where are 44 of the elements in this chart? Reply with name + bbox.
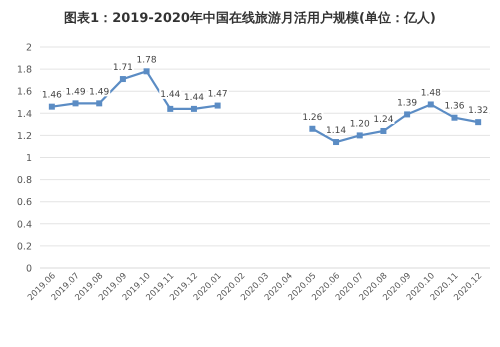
data-label: 1.44	[160, 90, 181, 100]
point	[380, 128, 386, 134]
y-tick-label: 2	[26, 42, 32, 54]
point	[309, 126, 316, 132]
data-label: 1.48	[420, 88, 442, 98]
point	[72, 100, 79, 106]
point	[404, 111, 410, 118]
y-tick-label: 0.8	[16, 175, 32, 186]
y-tick-label: 0.2	[16, 241, 32, 252]
y-tick-label: 0.4	[16, 219, 32, 230]
point	[48, 104, 55, 110]
y-tick-label: 0	[26, 264, 32, 274]
data-label: 1.47	[208, 90, 228, 100]
data-label: 1.71	[112, 63, 133, 74]
data-label: 1.46	[42, 90, 62, 101]
point	[333, 139, 340, 146]
y-tick-label: 1	[26, 153, 32, 164]
y-tick-label: 1.4	[16, 108, 32, 120]
point	[96, 100, 102, 106]
y-tick-label: 1.8	[16, 64, 32, 76]
data-label: 1.49	[66, 87, 86, 98]
data-label: 1.49	[89, 87, 110, 98]
data-label: 1.44	[184, 92, 204, 103]
data-label: 1.78	[136, 55, 157, 66]
y-tick-label: 1.6	[16, 86, 32, 98]
chart-title: 图表1：2019-2020年中国在线旅游月活用户规模(单位：亿人)	[64, 10, 436, 26]
data-label: 1.14	[326, 126, 346, 136]
point	[428, 101, 434, 108]
data-label: 1.20	[350, 119, 370, 130]
point	[475, 119, 482, 126]
point	[214, 102, 221, 109]
data-label: 1.24	[373, 114, 394, 125]
point	[451, 114, 458, 121]
point	[356, 132, 363, 138]
point	[190, 106, 197, 112]
point	[167, 106, 174, 112]
point	[120, 76, 126, 82]
data-label: 1.36	[444, 102, 465, 112]
y-tick-label: 0.6	[16, 197, 32, 208]
data-label: 1.26	[302, 112, 323, 123]
y-tick-label: 1.2	[16, 130, 32, 142]
data-label: 1.39	[397, 98, 418, 108]
data-label: 1.32	[468, 106, 488, 116]
point	[144, 68, 150, 74]
